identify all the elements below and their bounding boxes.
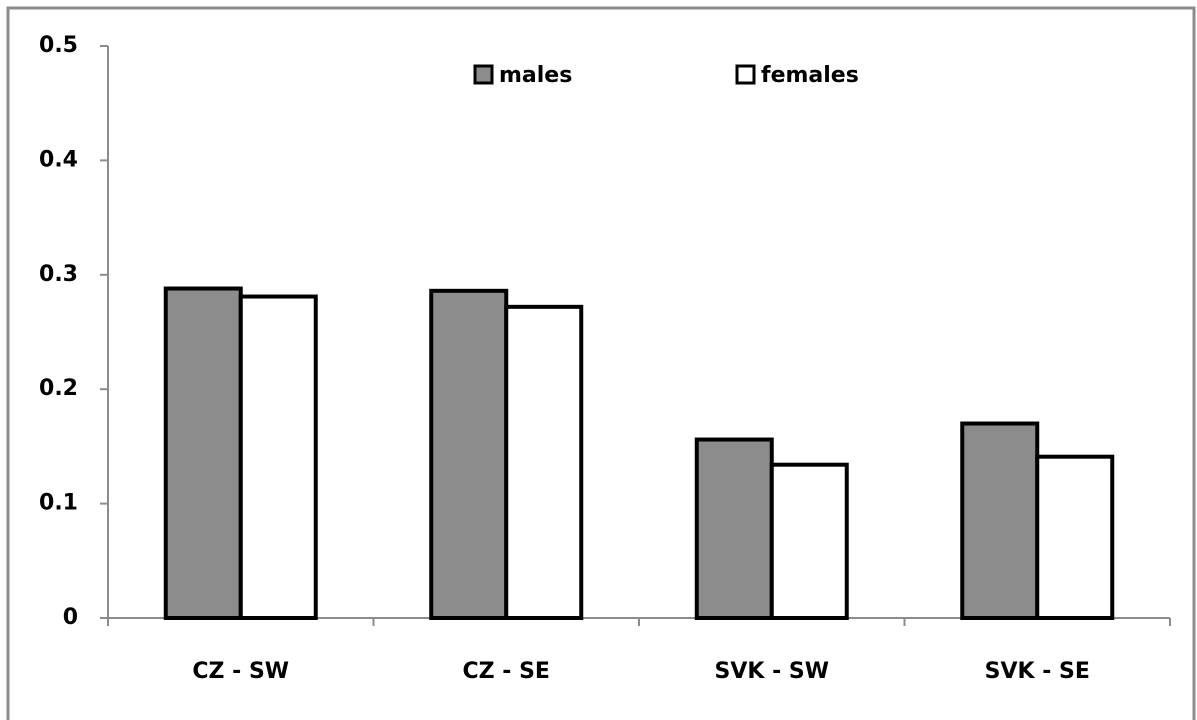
legend-label: females (761, 63, 859, 88)
bar (694, 437, 774, 621)
y-tick-label: 0 (63, 605, 78, 630)
bar (960, 421, 1040, 620)
x-tick-label: CZ - SE (463, 659, 550, 684)
y-tick-label: 0.1 (39, 491, 78, 516)
legend-swatch (735, 64, 756, 85)
bar (1035, 454, 1115, 621)
bar (769, 462, 849, 621)
bar (163, 286, 243, 620)
legend-swatch (473, 64, 494, 85)
x-tick-label: SVK - SE (985, 659, 1090, 684)
x-tick-label: SVK - SW (715, 659, 829, 684)
y-tick-label: 0.2 (39, 376, 78, 401)
y-tick-label: 0.3 (39, 262, 78, 287)
bar (429, 288, 509, 620)
x-tick-label: CZ - SW (192, 659, 289, 684)
legend-label: males (499, 63, 572, 88)
bar (504, 304, 584, 620)
y-tick-label: 0.5 (39, 33, 78, 58)
y-tick-label: 0.4 (39, 147, 78, 172)
bar (238, 294, 318, 620)
